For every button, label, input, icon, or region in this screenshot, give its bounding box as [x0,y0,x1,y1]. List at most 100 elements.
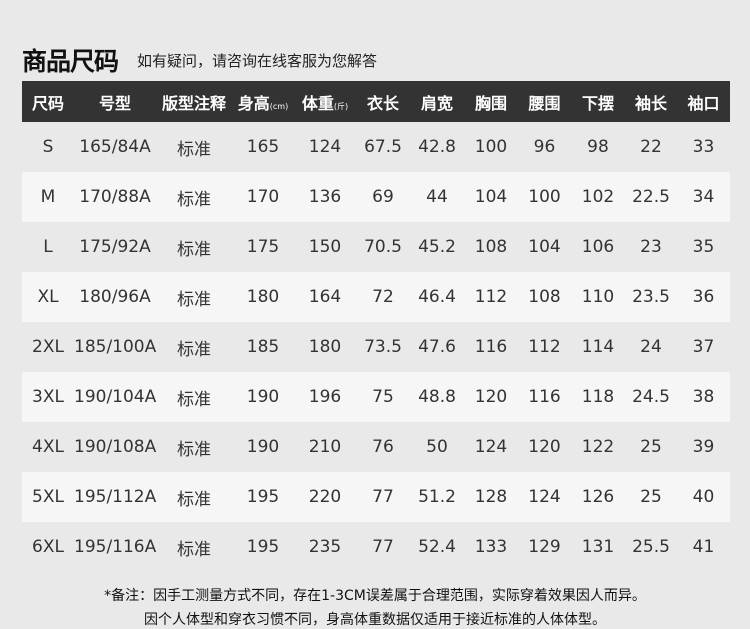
table-cell: 39 [692,437,715,457]
table-cell: 120 [528,437,561,457]
table-cell: 190 [232,372,294,422]
table-cell: 165 [246,137,280,157]
table-cell: 70.5 [364,237,402,257]
table-cell: 44 [410,172,464,222]
table-cell: 47.6 [418,337,456,357]
table-cell: 25 [625,472,677,522]
table-cell: 124 [518,472,571,522]
table-cell: 37 [692,337,715,357]
table-cell: 180 [308,337,342,357]
column-header-label: 胸围 [474,93,507,113]
table-cell: 100 [474,137,508,157]
table-cell: 104 [464,172,518,222]
table-cell: 24 [640,337,662,357]
table-cell: 110 [571,272,625,322]
table-cell: 165/84A [79,137,151,157]
column-header: 袖长 [625,81,677,122]
table-cell: 170 [232,172,294,222]
table-cell: 124 [308,137,342,157]
column-header: 号型 [74,81,156,122]
table-cell: 106 [581,237,615,257]
table-cell: 128 [464,472,518,522]
table-cell: 235 [308,537,342,557]
table-cell: L [43,237,53,257]
table-cell: 104 [528,237,561,257]
table-cell: 185 [246,337,280,357]
table-cell: 195/112A [74,472,156,522]
table-cell: 180 [232,272,294,322]
table-cell: 75 [356,372,410,422]
table-cell: 185/100A [74,337,157,357]
column-header-label: 体重 [301,93,334,113]
table-cell: 72 [356,272,410,322]
table-row: M 170/88A 标准 170 136 69 44 104 100 102 22.5 34 [22,172,730,222]
column-header: 肩宽 [410,81,464,122]
table-cell: 34 [677,172,730,222]
column-header: 尺码 [22,81,74,122]
column-header: 衣长 [356,81,410,122]
table-cell: 5XL [22,472,74,522]
table-cell: 195/116A [74,537,157,557]
column-header: 胸围 [464,81,518,122]
table-cell: 标准 [177,339,211,360]
table-cell: 50 [426,437,448,457]
table-cell: 131 [581,537,615,557]
table-cell: 36 [677,272,730,322]
column-header-unit: (cm) [269,101,289,111]
table-cell: 23 [640,237,662,257]
table-cell: 2XL [32,337,64,357]
column-header-label: 袖长 [634,93,667,113]
table-row: 4XL 190/108A 标准 190 210 76 50 124 120 122 25 39 [22,422,730,472]
table-cell: 46.4 [410,272,464,322]
table-cell: 24.5 [625,372,677,422]
column-header: 体重(斤) [294,81,356,122]
table-cell: 52.4 [418,537,456,557]
table-cell: 210 [308,437,342,457]
table-cell: 118 [571,372,625,422]
table-cell: 40 [677,472,730,522]
table-cell: 120 [464,372,518,422]
table-cell: 4XL [32,437,64,457]
column-header-label: 尺码 [31,93,64,113]
table-cell: 标准 [177,539,211,560]
table-cell: 150 [308,237,342,257]
table-cell: 124 [474,437,508,457]
page-subtitle: 如有疑问，请咨询在线客服为您解答 [137,52,378,70]
table-cell: 41 [692,537,715,557]
table-cell: 标准 [156,172,232,222]
table-cell: 190/104A [74,372,156,422]
table-cell: 190 [246,437,280,457]
table-cell: 164 [294,272,356,322]
table-cell: 220 [294,472,356,522]
table-row: 6XL 195/116A 标准 195 235 77 52.4 133 129 131 25.5 41 [22,522,730,572]
column-header-label: 号型 [98,93,131,113]
table-cell: 标准 [156,372,232,422]
table-cell: 195 [232,472,294,522]
column-header: 版型注释 [156,81,232,122]
table-cell: 175/92A [79,237,151,257]
column-header-label: 版型注释 [161,93,226,113]
table-cell: 73.5 [364,337,402,357]
table-cell: 136 [294,172,356,222]
column-header-label: 袖口 [687,93,720,113]
table-cell: 22.5 [625,172,677,222]
table-cell: 23.5 [625,272,677,322]
column-header: 腰围 [518,81,571,122]
column-header: 袖口 [677,81,730,122]
table-cell: 76 [372,437,394,457]
table-cell: 51.2 [410,472,464,522]
column-header-label: 身高 [237,93,270,113]
table-row: S 165/84A 标准 165 124 67.5 42.8 100 96 98 22 33 [22,122,730,172]
size-chart-table: 尺码 号型 版型注释 身高(cm) 体重(斤) 衣长 肩宽 胸围 腰围 下摆 袖长 袖口 S 165/8… [22,81,730,572]
table-cell: 标准 [156,272,232,322]
table-cell: 77 [356,472,410,522]
table-cell: 114 [581,337,615,357]
table-cell: 25 [640,437,662,457]
table-cell: 102 [571,172,625,222]
table-row: 5XL 195/112A 标准 195 220 77 51.2 128 124 126 25 40 [22,472,730,522]
table-cell: 195 [246,537,280,557]
table-cell: 77 [372,537,394,557]
table-cell: 69 [356,172,410,222]
table-row: L 175/92A 标准 175 150 70.5 45.2 108 104 106 23 35 [22,222,730,272]
table-cell: 133 [474,537,508,557]
